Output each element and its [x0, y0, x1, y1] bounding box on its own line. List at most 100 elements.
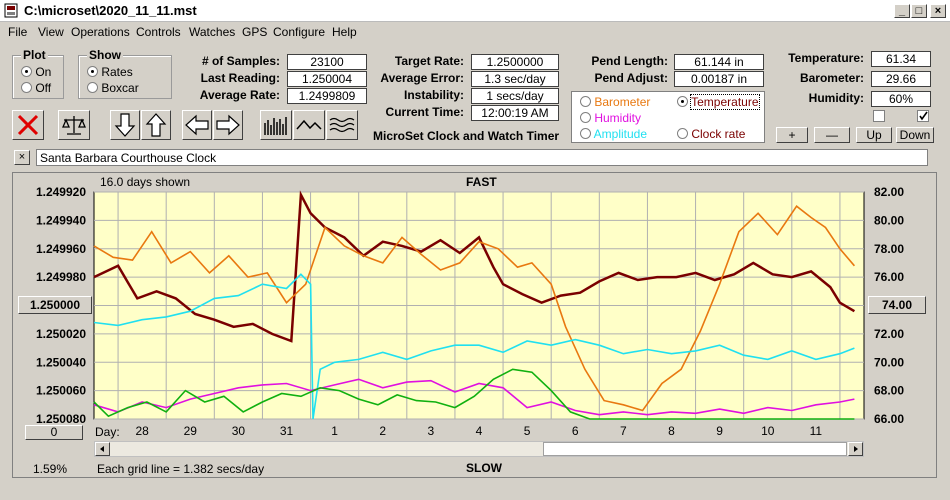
y-right-tick-label: 72.00: [874, 327, 904, 341]
scroll-right-button[interactable]: [848, 442, 863, 456]
y-right-tick-label: 80.00: [874, 213, 904, 227]
x-tick-label: 31: [280, 424, 294, 438]
y-left-tick-label: 1.250020: [36, 327, 86, 341]
plot-on-radio[interactable]: On: [21, 65, 51, 79]
samples-label: # of Samples:: [201, 54, 280, 68]
series-amplitude-label: Amplitude: [593, 127, 648, 141]
day-label: Day:: [95, 425, 120, 439]
series-line: [93, 190, 856, 343]
series-line: [93, 378, 855, 416]
clock-name-input[interactable]: Santa Barbara Courthouse Clock: [36, 149, 928, 166]
grid-line-label: Each grid line = 1.382 secs/day: [97, 462, 265, 476]
down-arrow-button[interactable]: [110, 110, 140, 140]
pend-adjust-label: Pend Adjust:: [594, 71, 668, 85]
menu-controls[interactable]: Controls: [136, 25, 181, 39]
menu-view[interactable]: View: [38, 25, 64, 39]
barometer-field: 29.66: [871, 71, 931, 87]
plot-group-title: Plot: [21, 48, 48, 62]
arrow-up-icon: [145, 113, 167, 137]
balance-button[interactable]: [58, 110, 90, 140]
y-left-tick-label: 1.249980: [36, 270, 86, 284]
series-clockrate-radio[interactable]: Clock rate: [677, 127, 745, 141]
center-rate-button[interactable]: 1.250000: [18, 296, 92, 314]
triangle-left-icon: [100, 446, 104, 452]
series-barometer-radio[interactable]: Barometer: [580, 95, 650, 109]
wave-view-button[interactable]: [326, 110, 358, 140]
menu-configure[interactable]: Configure: [273, 25, 326, 39]
last-reading-label: Last Reading:: [200, 71, 280, 85]
plot-off-radio[interactable]: Off: [21, 81, 51, 95]
series-temperature-radio[interactable]: Temperature: [677, 94, 760, 110]
y-left-tick-label: 1.250060: [36, 384, 86, 398]
menu-help[interactable]: Help: [332, 25, 357, 39]
average-error-field: 1.3 sec/day: [471, 71, 559, 87]
title-bar: C:\microset\2020_11_11.mst _ □ ×: [0, 0, 950, 22]
app-name: MicroSet Clock and Watch Timer: [373, 129, 560, 143]
average-rate-field: 1.2499809: [287, 88, 367, 104]
radio-icon: [677, 96, 688, 107]
arrow-right-icon: [216, 114, 240, 136]
scroll-thumb[interactable]: [543, 442, 847, 456]
series-humidity-radio[interactable]: Humidity: [580, 111, 641, 125]
line-view-button[interactable]: [293, 110, 325, 140]
series-temperature-label: Temperature: [690, 94, 760, 110]
window-title: C:\microset\2020_11_11.mst: [24, 3, 197, 18]
maximize-button[interactable]: □: [911, 4, 927, 18]
series-line: [93, 273, 855, 420]
show-boxcar-label: Boxcar: [101, 81, 139, 95]
zero-button[interactable]: 0: [25, 425, 83, 440]
menu-file[interactable]: File: [8, 25, 28, 39]
humidity-label: Humidity:: [808, 91, 864, 105]
pend-length-field: 61.144 in: [674, 54, 764, 70]
radio-icon: [580, 96, 591, 107]
show-rates-radio[interactable]: Rates: [87, 65, 133, 79]
waves-icon: [329, 117, 355, 133]
chart-frame: [12, 172, 937, 478]
series-amplitude-radio[interactable]: Amplitude: [580, 127, 647, 141]
down-button[interactable]: Down: [896, 127, 934, 143]
pend-length-label: Pend Length:: [591, 54, 668, 68]
series-select-box: Barometer Temperature Humidity Amplitude…: [571, 91, 765, 143]
x-tick-label: 10: [761, 424, 775, 438]
series-clockrate-label: Clock rate: [691, 127, 746, 141]
temperature-field: 61.34: [871, 51, 931, 67]
right-arrow-button[interactable]: [213, 110, 243, 140]
y-left-tick-label: 1.249920: [36, 185, 86, 199]
bar-graph-icon: [264, 117, 287, 135]
bars-view-button[interactable]: [260, 110, 292, 140]
radio-icon: [87, 82, 98, 93]
x-tick-label: 8: [668, 424, 675, 438]
y-right-tick-label: 82.00: [874, 185, 904, 199]
average-rate-label: Average Rate:: [199, 88, 280, 102]
close-button[interactable]: ×: [930, 4, 946, 18]
stop-button[interactable]: [12, 110, 44, 140]
center-temp-button[interactable]: 74.00: [868, 296, 926, 314]
menu-operations[interactable]: Operations: [71, 25, 130, 39]
x-tick-label: 28: [135, 424, 149, 438]
radio-icon: [21, 66, 32, 77]
menu-watches[interactable]: Watches: [189, 25, 236, 39]
last-reading-field: 1.250004: [287, 71, 367, 87]
x-tick-label: 5: [524, 424, 531, 438]
barometer-label: Barometer:: [799, 71, 864, 85]
minus-button[interactable]: —: [814, 127, 850, 143]
minimize-button[interactable]: _: [894, 4, 910, 18]
checkbox-right[interactable]: [917, 110, 929, 122]
checkbox-left[interactable]: [873, 110, 885, 122]
plus-button[interactable]: +: [776, 127, 808, 143]
up-arrow-button[interactable]: [141, 110, 171, 140]
menu-gps[interactable]: GPS: [242, 25, 268, 39]
y-left-tick-label: 1.250040: [36, 355, 86, 369]
close-clock-button[interactable]: ×: [14, 150, 30, 165]
horizontal-scrollbar[interactable]: [94, 441, 864, 457]
show-boxcar-radio[interactable]: Boxcar: [87, 81, 139, 95]
pend-adjust-field: 0.00187 in: [674, 71, 764, 87]
left-arrow-button[interactable]: [182, 110, 212, 140]
y-left-tick-label: 1.249960: [36, 242, 86, 256]
scroll-left-button[interactable]: [95, 442, 110, 456]
average-error-label: Average Error:: [380, 71, 464, 85]
instability-field: 1 secs/day: [471, 88, 559, 104]
up-button[interactable]: Up: [856, 127, 892, 143]
x-tick-label: 11: [810, 424, 823, 438]
radio-icon: [580, 112, 591, 123]
